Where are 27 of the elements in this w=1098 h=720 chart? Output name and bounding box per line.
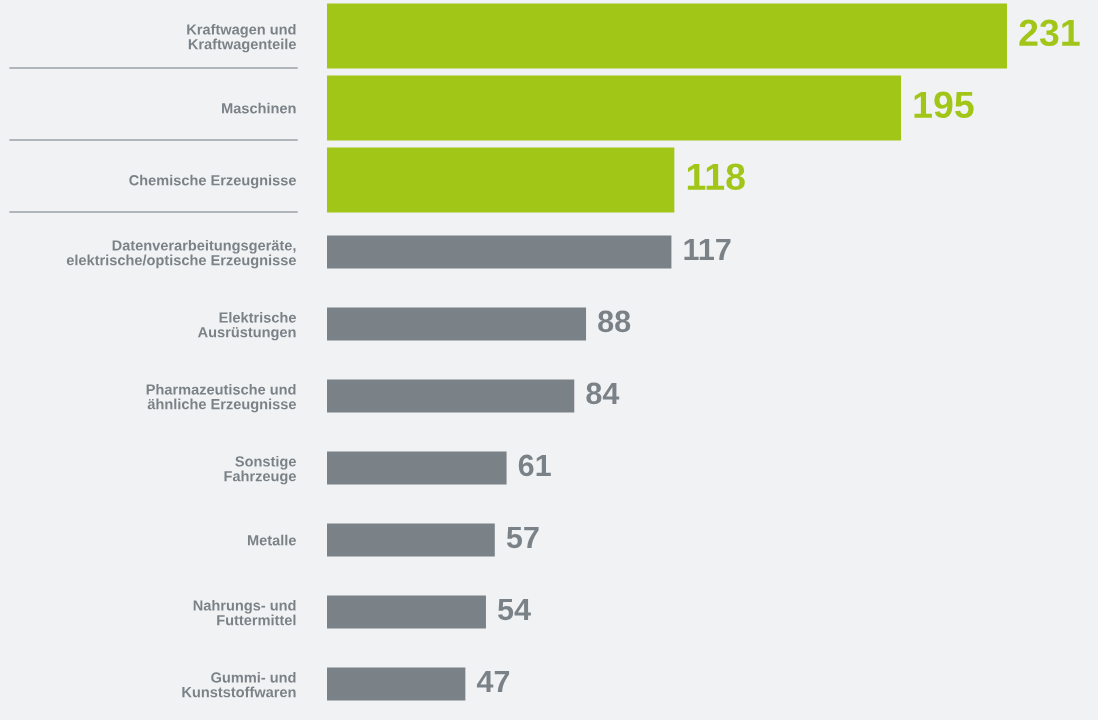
bar xyxy=(327,667,466,701)
y-tick-label: Metalle xyxy=(247,534,296,546)
data-label: 54 xyxy=(498,598,531,621)
data-label: 88 xyxy=(598,310,631,333)
y-tick-label: Pharmazeutische und ähnliche Erzeugnisse xyxy=(146,383,296,413)
y-tick-label: Kraftwagen und Kraftwagenteile xyxy=(187,23,296,53)
bar xyxy=(327,595,486,629)
data-label: 117 xyxy=(684,238,731,260)
data-label: 84 xyxy=(586,382,620,405)
y-tick-label: Chemische Erzeugnisse xyxy=(129,174,296,189)
data-label: 195 xyxy=(914,91,974,119)
bar xyxy=(327,523,495,557)
y-tick-label: Nahrungs- und Futtermittel xyxy=(193,599,296,626)
data-label: 61 xyxy=(518,454,551,477)
y-tick-label: Maschinen xyxy=(222,102,296,114)
data-label: 47 xyxy=(476,670,510,692)
bar xyxy=(327,379,575,413)
data-label: 231 xyxy=(1019,19,1080,47)
data-label: 118 xyxy=(687,163,745,191)
bar xyxy=(327,235,672,269)
y-tick-label: Gummi- und Kunststoffwaren xyxy=(182,671,296,698)
data-label: 57 xyxy=(506,526,539,549)
bar xyxy=(327,451,507,485)
bar xyxy=(327,307,587,341)
y-tick-label: Datenverarbeitungsgeräte, elektrische/optische Erzeugnisse xyxy=(66,239,296,269)
y-tick-label: Elektrische Ausrüstungen xyxy=(197,311,296,341)
y-tick-label: Sonstige Fahrzeuge xyxy=(224,455,296,485)
